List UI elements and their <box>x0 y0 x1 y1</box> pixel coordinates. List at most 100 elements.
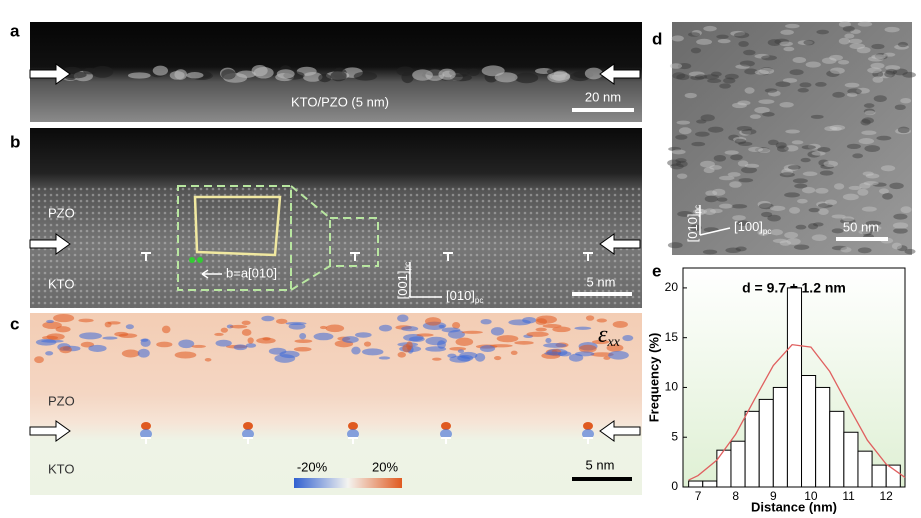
strain-domain <box>363 341 372 347</box>
domain <box>849 43 866 50</box>
domain <box>797 198 808 204</box>
domain <box>767 139 779 146</box>
domain <box>749 114 761 119</box>
strain-domain <box>299 332 307 340</box>
domain <box>759 67 775 75</box>
lattice <box>30 185 642 308</box>
domain <box>744 163 760 168</box>
domain <box>758 203 774 210</box>
domain <box>852 153 863 159</box>
domain <box>717 39 731 44</box>
strain-domain <box>88 344 107 352</box>
domain <box>893 228 908 234</box>
domain <box>801 145 816 150</box>
domain <box>784 192 800 198</box>
bar <box>702 480 718 488</box>
domain <box>857 21 873 27</box>
domain <box>738 41 749 47</box>
domain <box>779 41 793 47</box>
domain <box>867 67 882 74</box>
strain-domain <box>78 318 94 323</box>
burgers-label: b=a[010] <box>226 265 277 280</box>
strain-domain <box>489 344 513 348</box>
domain <box>705 190 718 197</box>
domain <box>775 81 791 87</box>
strain-label: εxx <box>598 322 621 351</box>
bar <box>885 464 901 488</box>
domain <box>844 33 855 39</box>
domain <box>861 117 874 124</box>
domain <box>767 39 782 46</box>
domain <box>820 164 834 170</box>
domain <box>702 249 718 255</box>
domain <box>797 88 809 93</box>
zoom-lines <box>290 185 331 291</box>
domain <box>797 40 813 46</box>
domain <box>876 135 892 141</box>
grain <box>481 65 505 77</box>
domain <box>684 92 697 99</box>
domain <box>671 35 684 42</box>
domain <box>872 76 884 83</box>
domain <box>691 141 706 147</box>
strain-domain <box>114 331 129 337</box>
strain-domain <box>156 341 173 348</box>
bar <box>829 410 845 488</box>
domain <box>735 64 750 69</box>
domain <box>866 225 882 231</box>
domain <box>878 188 889 194</box>
image-d <box>672 22 912 255</box>
scale-bar <box>836 237 888 241</box>
strain-domain <box>425 336 447 346</box>
domain <box>732 215 746 221</box>
domain <box>770 229 783 236</box>
domain <box>846 92 858 97</box>
domain <box>831 214 846 219</box>
domain <box>816 201 829 208</box>
domain <box>777 145 789 153</box>
colorbar-label: -20% <box>297 459 328 474</box>
domain <box>723 77 736 84</box>
strain-domain <box>522 316 537 324</box>
bar <box>758 398 774 488</box>
domain <box>703 167 715 174</box>
grain <box>330 70 347 82</box>
y-axis-label: Frequency (%) <box>646 333 661 423</box>
x-tick-label: 12 <box>880 489 894 503</box>
domain <box>865 173 880 179</box>
domain <box>815 82 827 87</box>
domain <box>675 158 687 163</box>
domain <box>802 171 818 177</box>
domain <box>724 73 739 80</box>
strain-domain <box>496 335 519 343</box>
domain <box>807 223 819 230</box>
strain-domain <box>510 350 518 356</box>
strain-domain <box>125 324 134 330</box>
domain <box>695 131 710 137</box>
domain <box>885 65 901 71</box>
strain-domain <box>591 339 610 345</box>
domain <box>767 214 781 222</box>
scale-label: 5 nm <box>586 457 615 472</box>
domain <box>669 63 683 69</box>
domain <box>716 34 729 39</box>
domain <box>712 188 726 196</box>
strain-domain <box>174 351 197 359</box>
strain-domain <box>121 349 140 358</box>
domain <box>757 229 770 236</box>
x-axis-label: Distance (nm) <box>751 499 837 514</box>
domain <box>672 72 686 80</box>
domain <box>741 166 757 174</box>
fit-curve <box>688 343 906 481</box>
domain <box>882 193 893 200</box>
strain-domain <box>241 329 252 336</box>
strain-domain <box>362 348 384 356</box>
domain <box>718 203 733 209</box>
grain <box>438 68 456 80</box>
domain <box>741 128 757 135</box>
domain <box>754 53 770 59</box>
grain <box>221 69 236 80</box>
layer-label: KTO <box>48 276 75 291</box>
strain-domain <box>578 344 597 353</box>
domain <box>676 160 688 168</box>
